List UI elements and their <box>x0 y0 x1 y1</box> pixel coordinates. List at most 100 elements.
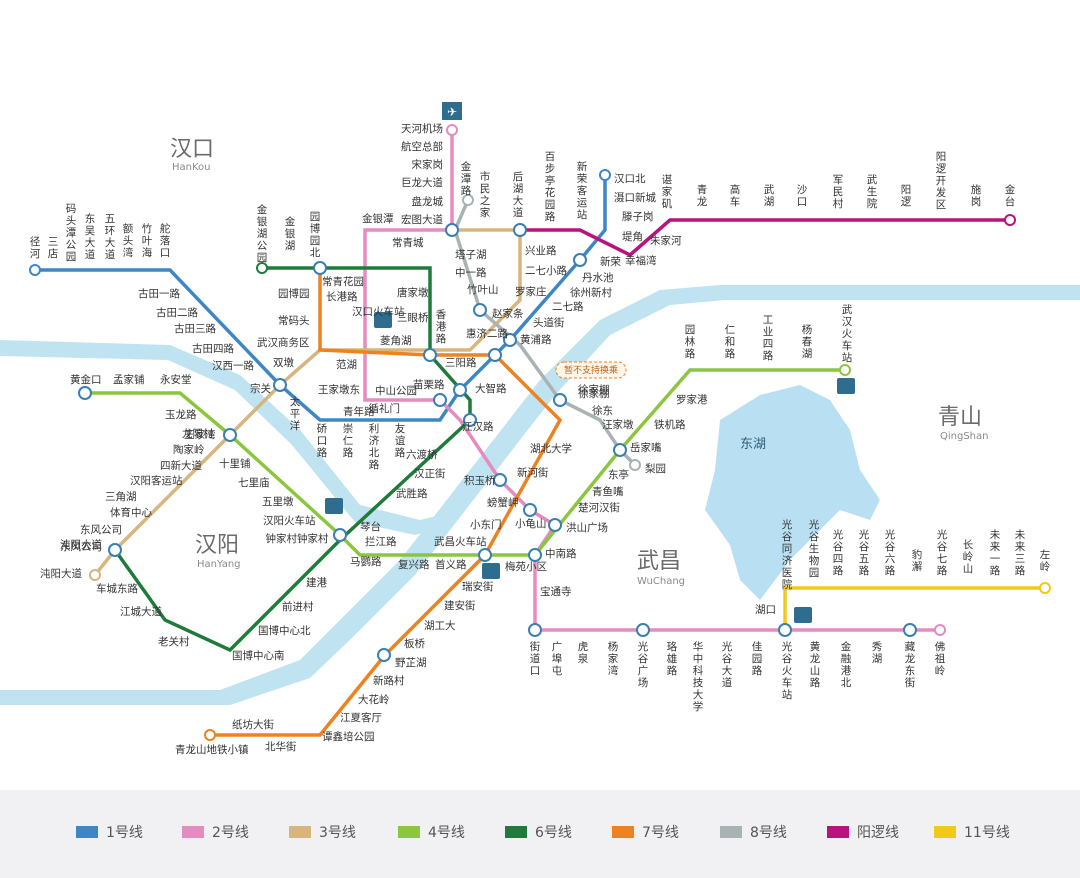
transfer-station[interactable] <box>528 548 542 562</box>
station-label[interactable]: 新河街 <box>517 466 549 479</box>
station-label[interactable]: 宋家岗 <box>412 158 444 171</box>
transfer-station[interactable] <box>463 413 477 427</box>
station-label[interactable]: 积玉桥 <box>464 475 496 487</box>
station-label[interactable]: 龙阳村 <box>182 427 214 440</box>
transfer-station[interactable] <box>433 393 447 407</box>
station-label[interactable]: 菱角湖 <box>380 335 412 347</box>
transfer-station[interactable] <box>453 383 467 397</box>
station-label[interactable]: 唐家墩 <box>397 286 429 299</box>
station-label[interactable]: 香港路 <box>436 309 447 345</box>
station-label[interactable]: 光谷广场 <box>638 640 649 689</box>
station-label[interactable]: 板桥 <box>404 637 425 650</box>
terminus-line3[interactable] <box>89 569 101 581</box>
station-label[interactable]: 藏龙东街 <box>905 641 916 689</box>
terminus-line11[interactable] <box>1039 582 1051 594</box>
station-label[interactable]: 湖口 <box>755 604 776 616</box>
transfer-station[interactable] <box>445 223 459 237</box>
transfer-station[interactable] <box>493 473 507 487</box>
station-label[interactable]: 钟家村 <box>266 532 298 545</box>
station-label[interactable]: 三阳路 <box>445 356 477 369</box>
station-label[interactable]: 汉阳火车站 <box>263 514 316 527</box>
terminus-line4-east[interactable] <box>839 364 851 376</box>
station-label[interactable]: 武昌火车站 <box>434 535 487 548</box>
station-label[interactable]: 沙口 <box>797 184 808 208</box>
station-label[interactable]: 东风公司 <box>80 523 122 536</box>
station-label[interactable]: 崇仁路 <box>343 423 354 459</box>
station-label[interactable]: 汉正街 <box>414 467 446 480</box>
station-label[interactable]: 黄浦路 <box>520 333 552 346</box>
station-label[interactable]: 双墩 <box>273 356 294 369</box>
transfer-station[interactable] <box>528 623 542 637</box>
terminus-line8-south[interactable] <box>629 459 641 471</box>
station-label[interactable]: 江夏客厅 <box>340 711 382 724</box>
station-label[interactable]: 赵家条 <box>492 307 524 320</box>
station-label[interactable]: 徐家棚 <box>578 383 610 396</box>
station-label[interactable]: 纸坊大街 <box>232 718 274 731</box>
station-label[interactable]: 大智路 <box>475 382 507 395</box>
station-label[interactable]: 徐州新村 <box>570 286 612 299</box>
station-label[interactable]: 楚河汉街 <box>578 501 620 514</box>
station-label[interactable]: 阳逻 <box>901 184 912 208</box>
station-label[interactable]: 惠济二路 <box>466 327 508 340</box>
station-label[interactable]: 盘龙城 <box>412 195 444 208</box>
station-label[interactable]: 高车 <box>730 183 741 208</box>
station-label[interactable]: 洪山广场 <box>566 521 608 534</box>
station-label[interactable]: 五环大道 <box>105 213 116 261</box>
station-label[interactable]: 黄龙山路 <box>810 640 821 689</box>
station-label[interactable]: 罗家港 <box>676 393 708 406</box>
station-label[interactable]: 二七小路 <box>525 264 567 277</box>
station-label[interactable]: 武胜路 <box>396 487 428 500</box>
station-label[interactable]: 永安堂 <box>160 373 192 386</box>
terminus-line6[interactable] <box>256 262 268 274</box>
station-label[interactable]: 六渡桥 <box>406 448 438 461</box>
station-label[interactable]: 五里墩 <box>262 495 294 508</box>
station-label[interactable]: 园博园北 <box>310 211 321 259</box>
station-label[interactable]: 大花岭 <box>358 693 390 706</box>
transfer-station[interactable] <box>636 623 650 637</box>
station-label[interactable]: 光谷四路 <box>833 528 844 577</box>
station-label[interactable]: 杨家湾 <box>608 640 619 677</box>
station-label[interactable]: 金银湖 <box>285 215 296 252</box>
station-label[interactable]: 仁和路 <box>725 324 736 360</box>
station-label[interactable]: 新荣 <box>600 255 621 268</box>
station-label[interactable]: 军民村 <box>833 174 844 210</box>
station-label[interactable]: 徐东 <box>592 404 613 417</box>
station-label[interactable]: 汉口北 <box>614 173 646 185</box>
station-label[interactable]: 杨春湖 <box>802 323 813 360</box>
transfer-station[interactable] <box>573 253 587 267</box>
station-label[interactable]: 堤角 <box>622 231 643 243</box>
station-label[interactable]: 未来三路 <box>1015 529 1026 577</box>
station-label[interactable]: 国博中心南 <box>232 649 285 662</box>
station-label[interactable]: 武汉火车站 <box>842 303 853 364</box>
station-label[interactable]: 王家墩东 <box>318 383 360 396</box>
station-label[interactable]: 丹水池 <box>582 271 614 284</box>
station-label[interactable]: 园博园 <box>278 287 310 300</box>
station-label[interactable]: 光谷大道 <box>722 640 733 689</box>
station-label[interactable]: 梨园 <box>645 462 666 475</box>
transfer-station[interactable] <box>108 543 122 557</box>
terminus-yangluo[interactable] <box>1004 214 1016 226</box>
station-label[interactable]: 徐家棚 <box>578 387 610 400</box>
station-label[interactable]: 街道口 <box>530 640 541 677</box>
station-label[interactable]: 百步亭花园路 <box>545 151 556 223</box>
station-label[interactable]: 马鹦路 <box>350 555 382 568</box>
station-label[interactable]: 竹叶海 <box>142 222 153 259</box>
station-label[interactable]: 头道街 <box>533 316 565 329</box>
station-label[interactable]: 黄金口 <box>70 373 102 386</box>
transfer-station[interactable] <box>548 518 562 532</box>
station-label[interactable]: 古田四路 <box>192 342 234 355</box>
station-label[interactable]: 前进村 <box>282 600 314 613</box>
station-label[interactable]: 首义路 <box>435 558 467 571</box>
station-label[interactable]: 舵落口 <box>160 222 171 259</box>
station-label[interactable]: 汪家墩 <box>602 418 634 431</box>
station-label[interactable]: 豹澥 <box>912 548 923 573</box>
station-label[interactable]: 小龟山 <box>515 518 547 530</box>
station-label[interactable]: 武湖 <box>764 183 775 208</box>
station-label[interactable]: 二七路 <box>552 300 584 313</box>
station-label[interactable]: 老关村 <box>158 635 190 648</box>
station-label[interactable]: 罗家庄 <box>515 285 547 298</box>
station-label[interactable]: 汉西一路 <box>212 359 254 372</box>
transfer-station[interactable] <box>523 503 537 517</box>
station-label[interactable]: 光谷七路 <box>937 528 948 577</box>
station-label[interactable]: 广埠屯 <box>552 641 563 677</box>
